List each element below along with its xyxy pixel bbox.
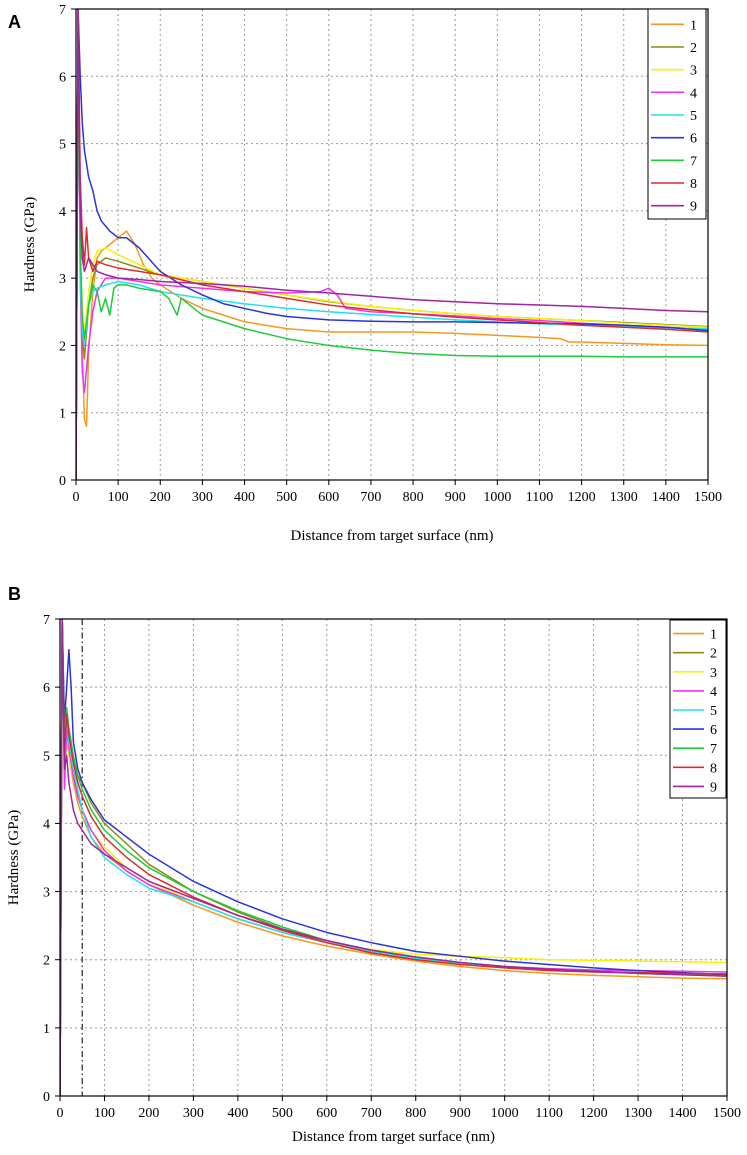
legend-label-9: 9 (710, 780, 717, 795)
series-line-7 (60, 619, 727, 1096)
series-line-6 (60, 619, 727, 1096)
x-tick-label: 400 (234, 490, 255, 505)
series-line-8 (76, 9, 708, 480)
series-line-4 (76, 9, 708, 480)
legend-label-8: 8 (710, 761, 717, 776)
x-tick-label: 200 (138, 1106, 159, 1121)
y-tick-label: 5 (43, 749, 50, 764)
x-tick-label: 700 (361, 1106, 382, 1121)
series-line-3 (60, 619, 727, 1096)
x-axis-title: Distance from target surface (nm) (291, 528, 494, 544)
series-line-2 (60, 619, 727, 1096)
x-tick-label: 1300 (610, 490, 638, 505)
x-tick-label: 800 (403, 490, 424, 505)
series-line-3 (76, 9, 708, 480)
y-tick-label: 5 (59, 138, 66, 153)
y-tick-label: 1 (59, 407, 66, 422)
panel-label-a: A (8, 12, 21, 32)
y-tick-label: 3 (43, 886, 50, 901)
plot-frame (59, 618, 728, 1097)
legend-label-9: 9 (690, 200, 697, 215)
legend-label-2: 2 (710, 647, 717, 662)
legend-label-4: 4 (690, 86, 697, 101)
y-tick-label: 2 (59, 339, 66, 354)
series-line-9 (60, 619, 727, 1096)
y-tick-label: 7 (59, 3, 66, 18)
panel-a-chart: A 0 100 200 300 400 500 600 700 800 900 1000 1100 12… (8, 3, 722, 544)
y-tick-label: 0 (59, 474, 66, 489)
series-line-6 (76, 9, 708, 480)
x-tick-label: 1400 (652, 490, 680, 505)
legend-label-5: 5 (690, 109, 697, 124)
x-tick-label: 1000 (491, 1106, 519, 1121)
legend-label-7: 7 (690, 154, 697, 169)
x-tick-label: 0 (57, 1106, 64, 1121)
y-tick-label: 0 (43, 1090, 50, 1105)
x-tick-label: 300 (192, 490, 213, 505)
x-tick-label: 0 (73, 490, 80, 505)
legend-box (669, 619, 727, 799)
series-line-2 (76, 9, 708, 480)
series-group (76, 9, 708, 480)
x-tick-label: 300 (183, 1106, 204, 1121)
series-line-5 (76, 9, 708, 480)
x-tick-label: 600 (318, 490, 339, 505)
legend-label-6: 6 (690, 132, 697, 147)
y-tick-label: 6 (59, 70, 66, 85)
y-tick-label: 4 (59, 205, 66, 220)
x-tick-label: 200 (150, 490, 171, 505)
plot-frame (75, 8, 709, 481)
legend-box (647, 8, 707, 220)
legend-label-4: 4 (710, 685, 717, 700)
x-tick-label: 100 (94, 1106, 115, 1121)
legend-label-1: 1 (710, 628, 717, 643)
x-tick-label: 800 (405, 1106, 426, 1121)
series-line-8 (60, 619, 727, 1096)
legend-label-6: 6 (710, 723, 717, 738)
x-tick-label: 1100 (526, 490, 553, 505)
y-tick-label: 2 (43, 954, 50, 969)
legend-label-3: 3 (710, 666, 717, 681)
legend-label-1: 1 (690, 18, 697, 33)
x-tick-label: 1300 (624, 1106, 652, 1121)
x-tick-label: 1500 (694, 490, 722, 505)
x-tick-label: 600 (316, 1106, 337, 1121)
legend-label-2: 2 (690, 41, 697, 56)
y-axis-title: Hardness (GPa) (22, 197, 38, 292)
x-tick-label: 1100 (535, 1106, 562, 1121)
legend-label-5: 5 (710, 704, 717, 719)
legend-label-8: 8 (690, 177, 697, 192)
x-tick-label: 400 (227, 1106, 248, 1121)
panel-label-b: B (8, 584, 21, 604)
series-line-1 (60, 619, 727, 1096)
y-tick-label: 3 (59, 272, 66, 287)
x-tick-label: 100 (108, 490, 129, 505)
series-group (60, 619, 727, 1096)
y-axis-title: Hardness (GPa) (6, 810, 22, 905)
series-line-4 (60, 619, 727, 1096)
x-tick-label: 1200 (568, 490, 596, 505)
x-tick-label: 1400 (669, 1106, 697, 1121)
x-tick-label: 900 (450, 1106, 471, 1121)
x-tick-label: 1000 (483, 490, 511, 505)
series-line-5 (60, 619, 727, 1096)
x-tick-label: 1500 (713, 1106, 741, 1121)
x-axis-title: Distance from target surface (nm) (292, 1129, 495, 1145)
y-tick-label: 4 (43, 817, 50, 832)
y-tick-label: 1 (43, 1022, 50, 1037)
x-tick-label: 1200 (580, 1106, 608, 1121)
x-tick-label: 500 (272, 1106, 293, 1121)
x-tick-label: 700 (360, 490, 381, 505)
y-tick-label: 7 (43, 613, 50, 628)
x-tick-label: 900 (445, 490, 466, 505)
legend-label-3: 3 (690, 64, 697, 79)
series-line-1 (76, 9, 708, 480)
x-tick-label: 500 (276, 490, 297, 505)
legend-label-7: 7 (710, 742, 717, 757)
y-tick-label: 6 (43, 681, 50, 696)
series-line-9 (76, 9, 708, 480)
series-line-7 (76, 9, 708, 480)
panel-b-chart: B 0 100 200 300 400 500 600 700 800 900 1000 1100 12… (6, 584, 741, 1145)
